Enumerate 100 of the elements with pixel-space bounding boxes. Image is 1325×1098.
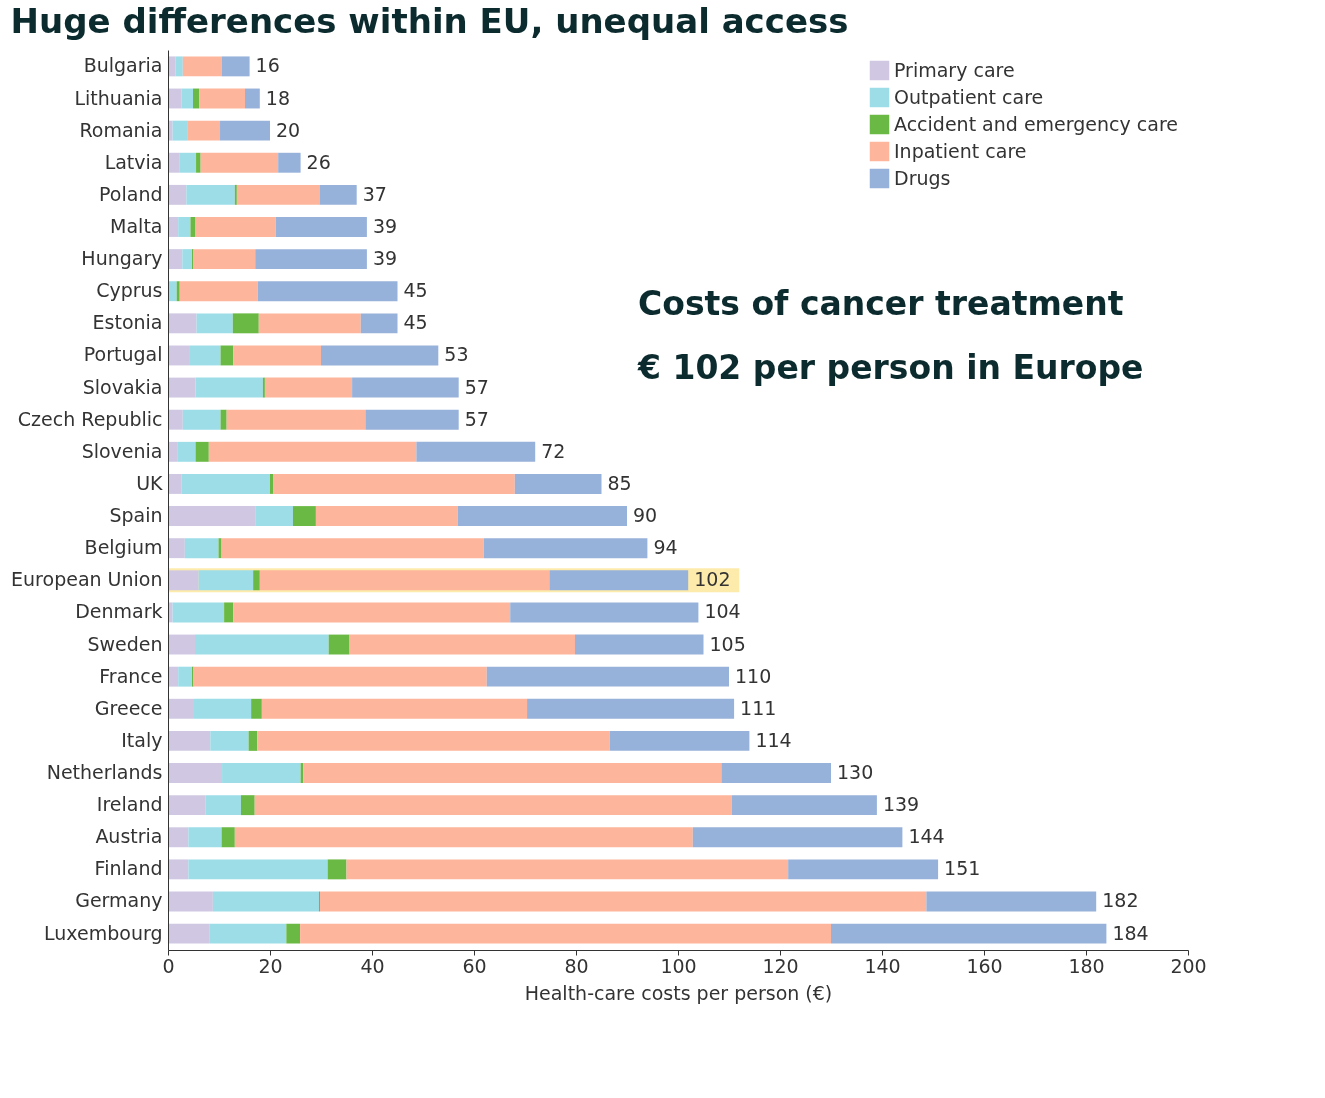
bar xyxy=(233,345,321,366)
y-tick-label: Slovenia xyxy=(81,439,163,462)
bar xyxy=(731,795,877,816)
bar xyxy=(181,88,193,109)
bar xyxy=(168,698,195,719)
total-label: 45 xyxy=(403,311,428,334)
total-label: 144 xyxy=(908,825,945,848)
y-tick-label: UK xyxy=(136,471,164,494)
bar xyxy=(168,249,183,270)
bar xyxy=(178,217,191,237)
y-tick-label: Italy xyxy=(121,728,163,751)
bar xyxy=(198,570,254,591)
y-tick-label: Malta xyxy=(110,214,163,237)
bar xyxy=(189,345,221,366)
bar xyxy=(692,827,903,848)
bar xyxy=(218,538,222,559)
bar xyxy=(831,923,1107,944)
bar xyxy=(352,377,459,398)
total-label: 20 xyxy=(276,118,301,141)
bar xyxy=(205,795,241,816)
bar xyxy=(262,377,265,398)
bar xyxy=(286,923,301,944)
total-label: 111 xyxy=(740,696,777,719)
bar xyxy=(184,538,219,559)
bar xyxy=(300,923,831,944)
bar xyxy=(574,634,704,655)
bar xyxy=(177,441,196,462)
total-label: 102 xyxy=(694,568,731,591)
bar xyxy=(457,506,627,527)
bar xyxy=(168,313,197,334)
bar xyxy=(182,56,222,77)
total-label: 151 xyxy=(944,857,981,880)
bar xyxy=(190,217,196,237)
bar xyxy=(292,506,316,527)
total-label: 130 xyxy=(837,761,874,784)
bar xyxy=(514,473,602,494)
x-axis-title: Health-care costs per person (€) xyxy=(524,981,833,1004)
bar xyxy=(220,345,234,366)
bar xyxy=(255,249,367,270)
total-label: 53 xyxy=(444,343,469,366)
bar xyxy=(486,666,729,687)
bar xyxy=(251,698,262,719)
y-tick-label: Cyprus xyxy=(96,279,163,302)
bar xyxy=(233,602,511,623)
bar xyxy=(303,763,722,783)
bar xyxy=(416,441,536,462)
bar xyxy=(258,313,361,334)
total-label: 105 xyxy=(709,632,746,655)
x-tick-label: 80 xyxy=(564,954,589,977)
bar xyxy=(226,409,366,430)
bar xyxy=(172,120,188,141)
total-label: 104 xyxy=(704,600,741,623)
bar xyxy=(195,634,329,655)
bar xyxy=(210,730,249,751)
bar xyxy=(254,795,732,816)
bar xyxy=(168,152,180,173)
bar xyxy=(168,827,189,848)
x-tick-label: 0 xyxy=(162,954,175,977)
bar xyxy=(188,859,328,880)
bar xyxy=(245,88,260,109)
bar xyxy=(212,891,319,912)
bar xyxy=(261,698,528,719)
bar xyxy=(220,120,270,141)
bar xyxy=(196,152,201,173)
x-tick-label: 180 xyxy=(1068,954,1105,977)
bar xyxy=(349,634,575,655)
bar xyxy=(168,570,199,591)
bar xyxy=(182,409,221,430)
bar xyxy=(275,217,367,237)
legend-label: Accident and emergency care xyxy=(894,112,1178,135)
bar xyxy=(181,473,270,494)
bar xyxy=(179,281,258,302)
x-tick-label: 20 xyxy=(258,954,283,977)
bar xyxy=(179,152,197,173)
bar xyxy=(172,602,225,623)
bar xyxy=(195,217,276,237)
bar xyxy=(168,634,196,655)
y-tick-label: Denmark xyxy=(75,600,163,623)
bar xyxy=(224,602,234,623)
y-tick-label: Latvia xyxy=(104,150,163,173)
bar xyxy=(168,795,206,816)
bar xyxy=(510,602,699,623)
total-label: 94 xyxy=(653,536,678,559)
bar xyxy=(208,441,417,462)
bar xyxy=(196,313,233,334)
bar xyxy=(220,409,227,430)
bar xyxy=(168,506,256,527)
total-label: 57 xyxy=(464,407,489,430)
total-label: 182 xyxy=(1102,889,1139,912)
chart-title: Huge differences within EU, unequal access xyxy=(10,1,849,41)
bar xyxy=(788,859,939,880)
y-tick-label: European Union xyxy=(11,568,163,591)
bar xyxy=(221,56,250,77)
bar xyxy=(199,88,246,109)
bar xyxy=(926,891,1097,912)
bar xyxy=(527,698,735,719)
y-tick-label: Romania xyxy=(79,118,163,141)
bar xyxy=(175,56,183,77)
total-label: 85 xyxy=(607,471,632,494)
bar xyxy=(195,377,263,398)
